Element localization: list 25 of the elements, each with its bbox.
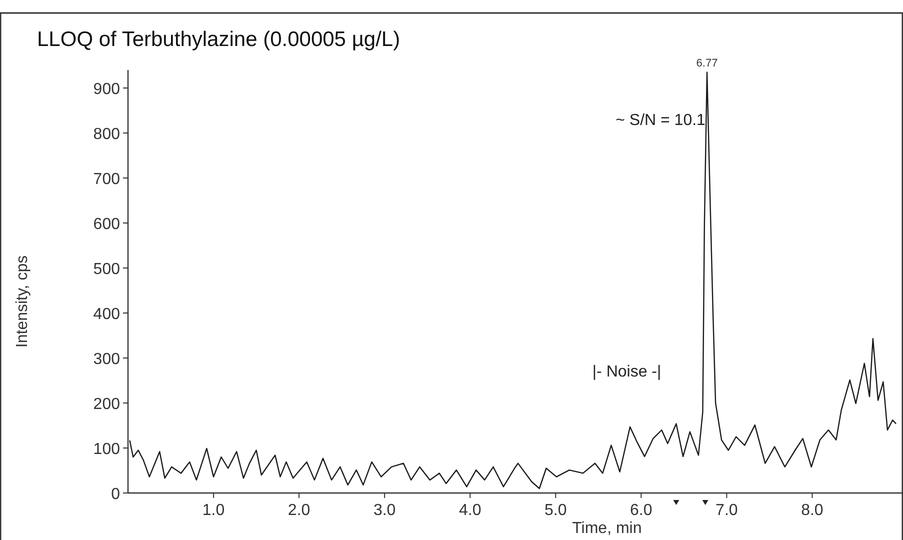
- y-tick-label: 300: [93, 351, 120, 368]
- x-tick-label: 5.0: [544, 502, 567, 519]
- x-tick-label: 2.0: [288, 502, 310, 519]
- y-tick-label: 0: [111, 486, 120, 503]
- y-tick-label: 600: [93, 216, 120, 233]
- y-tick-label: 700: [93, 171, 120, 188]
- x-axis-title: Time, min: [572, 520, 642, 537]
- y-tick-label: 900: [93, 81, 120, 98]
- x-tick-label: 6.0: [630, 502, 652, 519]
- x-tick-label: 4.0: [458, 502, 482, 519]
- annotation: 6.77: [696, 57, 718, 70]
- annotation: ~ S/N = 10.1: [616, 112, 706, 129]
- line-series: [129, 72, 897, 490]
- chart-title: LLOQ of Terbuthylazine (0.00005 µg/L): [37, 28, 400, 51]
- y-axis-title: Intensity, cps: [14, 255, 31, 348]
- x-tick-label: 3.0: [373, 502, 396, 519]
- y-tick-label: 400: [93, 306, 120, 323]
- x-tick-label: 7.0: [716, 502, 738, 519]
- y-tick-label: 200: [93, 396, 120, 413]
- annotation: |- Noise -|: [592, 364, 662, 381]
- y-tick-label: 500: [93, 261, 120, 278]
- y-tick-label: 800: [93, 126, 120, 143]
- x-tick-label: 1.0: [202, 502, 225, 519]
- x-tick-label: 8.0: [801, 502, 824, 519]
- y-tick-label: 100: [93, 441, 120, 458]
